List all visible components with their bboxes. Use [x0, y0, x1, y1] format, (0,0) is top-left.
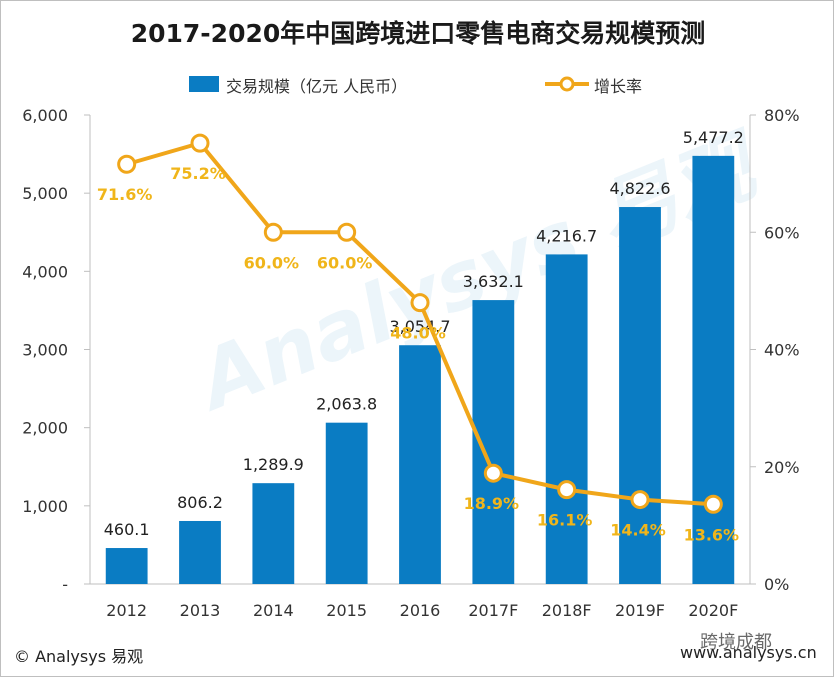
right-tick-label: 20%: [764, 458, 800, 477]
growth-value-label: 48.0%: [390, 324, 446, 343]
right-tick-label: 80%: [764, 106, 800, 125]
bar: [399, 345, 441, 584]
left-tick-label: 4,000: [22, 262, 68, 281]
left-tick-label: 5,000: [22, 184, 68, 203]
bar: [105, 548, 148, 584]
bar-value-label: 806.2: [177, 493, 223, 512]
growth-value-label: 60.0%: [317, 253, 373, 272]
legend: 交易规模（亿元 人民币） 增长率: [0, 72, 836, 96]
x-tick-label: 2015: [326, 601, 367, 620]
x-tick-label: 2012: [106, 601, 147, 620]
growth-value-label: 18.9%: [464, 494, 520, 513]
growth-value-label: 13.6%: [684, 525, 740, 544]
x-tick-label: 2019F: [615, 601, 665, 620]
growth-point: [557, 480, 577, 500]
bar-value-label: 460.1: [104, 520, 150, 539]
footer-website: www.analysys.cn: [680, 643, 817, 662]
growth-value-label: 14.4%: [610, 521, 666, 540]
growth-value-label: 75.2%: [170, 164, 226, 183]
footer-copyright: © Analysys 易观: [14, 647, 144, 666]
growth-point: [190, 133, 210, 153]
bar: [619, 207, 661, 584]
bar-value-label: 5,477.2: [683, 128, 744, 147]
bar: [325, 422, 368, 584]
x-tick-label: 2016: [400, 601, 441, 620]
growth-point: [337, 222, 357, 242]
legend-bar-label: 交易规模（亿元 人民币）: [226, 77, 408, 96]
bar-value-label: 1,289.9: [243, 455, 304, 474]
growth-point: [263, 222, 283, 242]
x-tick-label: 2018F: [542, 601, 592, 620]
growth-value-label: 71.6%: [97, 185, 153, 204]
left-tick-label: 2,000: [22, 419, 68, 438]
bar-value-label: 3,054.7: [389, 317, 450, 336]
right-tick-label: 40%: [764, 341, 800, 360]
bar: [179, 520, 221, 584]
left-tick-label: 1,000: [22, 497, 68, 516]
wechat-tag: 跨境成都: [700, 632, 772, 653]
left-tick-label: 6,000: [22, 106, 68, 125]
x-tick-label: 2017F: [468, 601, 518, 620]
legend-line-label: 增长率: [594, 77, 643, 96]
x-tick-label: 2014: [253, 601, 294, 620]
x-tick-label: 2013: [180, 601, 221, 620]
bar-value-label: 3,632.1: [463, 272, 524, 291]
right-tick-label: 60%: [764, 223, 800, 242]
right-tick-label: 0%: [764, 575, 789, 594]
growth-point: [630, 490, 650, 510]
bar: [692, 155, 735, 584]
growth-point: [410, 293, 430, 313]
growth-point: [703, 494, 723, 514]
bar-value-label: 2,063.8: [316, 395, 377, 414]
left-tick-label: 3,000: [22, 341, 68, 360]
growth-point: [117, 154, 137, 174]
bar-value-label: 4,822.6: [609, 179, 670, 198]
growth-point: [483, 463, 503, 483]
growth-value-label: 16.1%: [537, 511, 593, 530]
bar: [252, 483, 295, 584]
legend-bar-swatch: [189, 76, 219, 92]
bar: [545, 254, 588, 584]
left-tick-label: -: [62, 575, 68, 594]
legend-line-swatch: [545, 76, 589, 92]
growth-value-label: 60.0%: [244, 253, 300, 272]
bar-value-label: 4,216.7: [536, 226, 597, 245]
chart-title: 2017-2020年中国跨境进口零售电商交易规模预测: [130, 19, 706, 48]
x-tick-label: 2020F: [688, 601, 738, 620]
